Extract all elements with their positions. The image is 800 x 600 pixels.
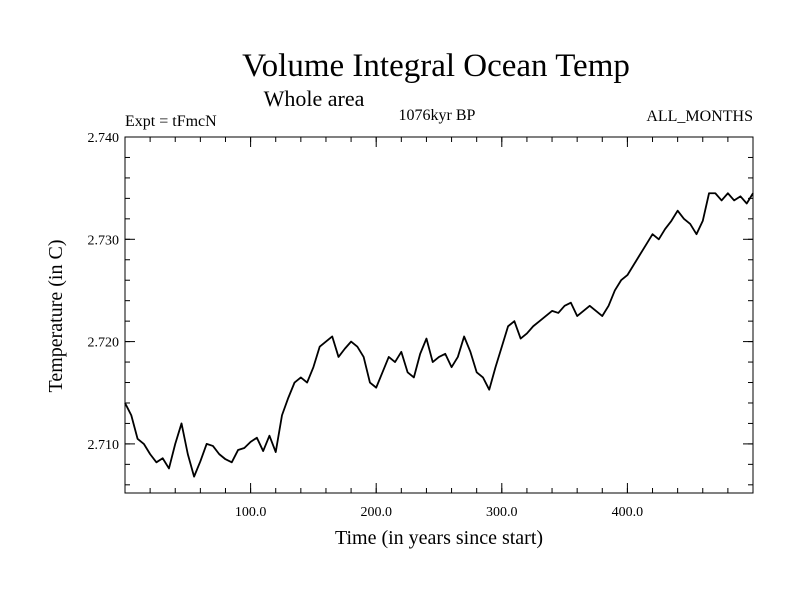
x-tick-label: 100.0	[235, 505, 267, 520]
x-axis: 100.0 200.0 300.0 400.0	[235, 137, 643, 520]
series-line	[124, 192, 754, 478]
x-axis-label: Time (in years since start)	[335, 527, 543, 549]
y-axis-label: Temperature (in C)	[45, 240, 67, 393]
chart-subtitle: Whole area	[264, 86, 365, 111]
y-tick-label: 2.730	[88, 233, 120, 248]
months-label: ALL_MONTHS	[646, 108, 753, 125]
period-label: 1076kyr BP	[399, 107, 476, 124]
experiment-label: Expt = tFmcN	[125, 113, 217, 130]
plot-frame	[124, 136, 754, 494]
x-tick-label: 400.0	[612, 505, 644, 520]
y-minor-ticks	[125, 156, 753, 486]
y-tick-label: 2.720	[88, 336, 120, 351]
x-minor-ticks	[149, 137, 729, 493]
y-axis: 2.710 2.720 2.730 2.740	[88, 131, 753, 453]
y-tick-label: 2.740	[88, 131, 120, 146]
x-tick-label: 200.0	[360, 505, 392, 520]
chart-title: Volume Integral Ocean Temp	[242, 48, 630, 84]
y-tick-label: 2.710	[88, 438, 120, 453]
x-tick-label: 300.0	[486, 505, 518, 520]
